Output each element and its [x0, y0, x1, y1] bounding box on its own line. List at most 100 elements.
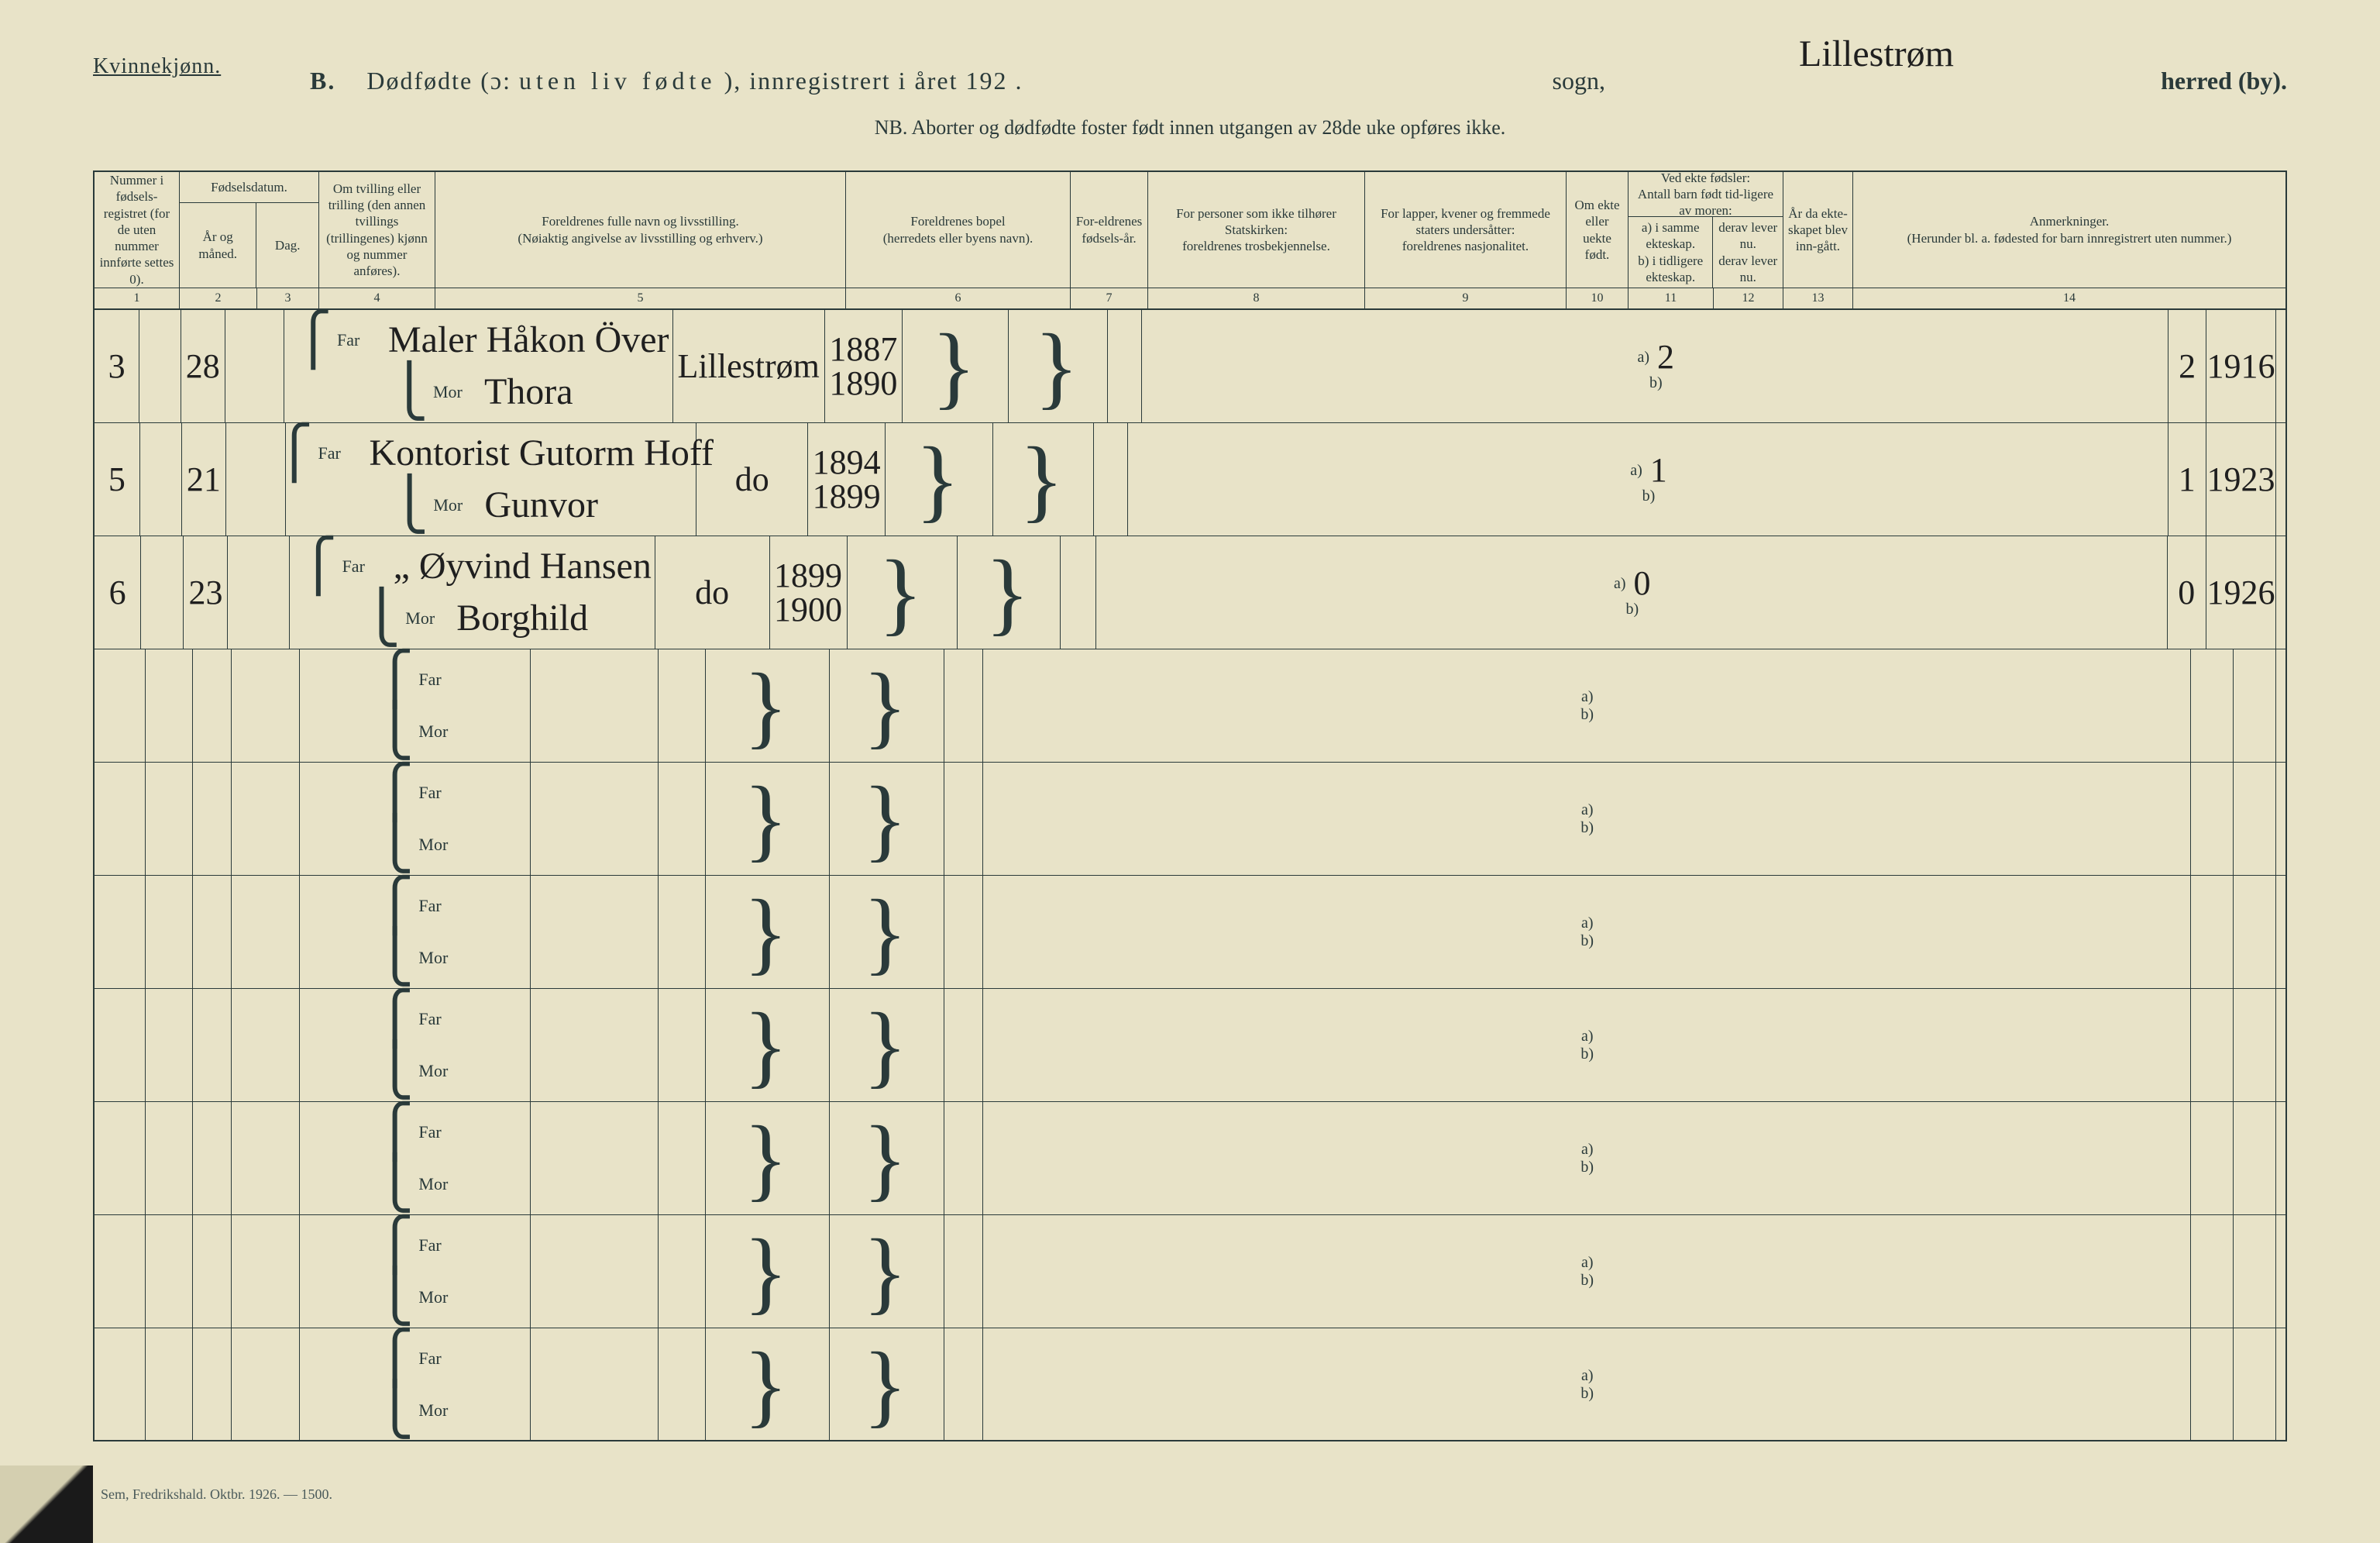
- cell-ab: a)b): [983, 1102, 2191, 1214]
- cell-tro: }: [903, 310, 1009, 422]
- cell-lever: [2191, 1102, 2234, 1214]
- cell-nummer: [95, 1215, 146, 1328]
- cell-bopel: do: [655, 536, 770, 649]
- value-day: 23: [188, 576, 222, 610]
- cell-anmerkninger: [2276, 423, 2285, 536]
- col-idx: 4: [319, 288, 435, 308]
- value-day: 28: [186, 350, 220, 384]
- cell-tro: }: [706, 1215, 830, 1328]
- page-header: Kvinnekjønn. B. Dødfødte (ɔ: uten liv fø…: [93, 46, 2287, 170]
- cell-nummer: 3: [95, 310, 139, 422]
- far-label: Far: [342, 556, 378, 577]
- cell-lever: [2191, 763, 2234, 875]
- document-page: Kvinnekjønn. B. Dødfødte (ɔ: uten liv fø…: [0, 0, 2380, 1543]
- col-header-bopel: Foreldrenes bopel (herredets eller byens…: [846, 172, 1071, 288]
- value-a-now: 2: [2179, 350, 2196, 384]
- cell-ekteskap-ar: [2234, 1102, 2276, 1214]
- cell-month: [146, 989, 193, 1101]
- cell-anmerkninger: [2276, 989, 2285, 1101]
- far-label: Far: [318, 443, 354, 463]
- a-label: a): [1581, 1254, 1594, 1272]
- table-row: ⎧Far⎩Mor}}a)b): [95, 1328, 2285, 1441]
- cell-tro: }: [706, 989, 830, 1101]
- cell-bopel: [531, 1215, 659, 1328]
- col-header-day: Dag.: [256, 203, 318, 288]
- cell-anmerkninger: [2276, 1328, 2285, 1441]
- mor-label: Mor: [418, 722, 454, 742]
- cell-fodselsar: [659, 1215, 706, 1328]
- col-idx: 8: [1148, 288, 1365, 308]
- cell-month: [146, 1215, 193, 1328]
- far-label: Far: [418, 1122, 454, 1142]
- cell-tvilling: [232, 649, 300, 762]
- value-mor: Gunvor: [484, 487, 598, 524]
- cell-anmerkninger: [2276, 763, 2285, 875]
- cell-ab: a)b): [983, 1328, 2191, 1441]
- cell-nasjonalitet: }: [1009, 310, 1108, 422]
- cell-tvilling: [232, 1328, 300, 1441]
- form-title: B. Dødfødte (ɔ: uten liv fødte ), innreg…: [310, 67, 1023, 95]
- cell-day: [193, 1102, 232, 1214]
- cell-bopel: Lillestrøm: [673, 310, 825, 422]
- cell-month: [146, 649, 193, 762]
- col-header-fodselsdatum: Fødselsdatum. År og måned. Dag.: [180, 172, 319, 288]
- value-year: 1923: [2206, 463, 2275, 497]
- column-index-row: 1 2 3 4 5 6 7 8 9 10 11 12 13 14: [95, 288, 2285, 310]
- table-row: 521⎧FarKontorist Gutorm Hoff⎩MorGunvordo…: [95, 423, 2285, 536]
- cell-day: [193, 649, 232, 762]
- cell-ab: a)b): [983, 876, 2191, 988]
- col-idx: 14: [1853, 288, 2285, 308]
- col-header-tro: For personer som ikke tilhører Statskirk…: [1148, 172, 1365, 288]
- cell-ekteskap-ar: [2234, 763, 2276, 875]
- cell-tro: }: [706, 763, 830, 875]
- cell-ekteskap-ar: 1916: [2206, 310, 2276, 422]
- far-label: Far: [337, 330, 373, 350]
- value-far-year ar: 1894: [813, 446, 881, 480]
- cell-ekte: [1094, 423, 1129, 536]
- cell-month: [146, 763, 193, 875]
- table-row: ⎧Far⎩Mor}}a)b): [95, 989, 2285, 1102]
- col-idx: 7: [1071, 288, 1148, 308]
- cell-nummer: [95, 1102, 146, 1214]
- cell-ekteskap-ar: [2234, 649, 2276, 762]
- cell-foreldre: ⎧Far⎩Mor: [300, 876, 531, 988]
- value-mor-ar: 1890: [829, 367, 897, 401]
- cell-fodselsar: [659, 1328, 706, 1441]
- b-label: b): [1580, 706, 1594, 724]
- b-label: b): [1580, 1159, 1594, 1176]
- cell-day: 21: [182, 423, 226, 536]
- cell-nummer: [95, 989, 146, 1101]
- cell-ekte: [944, 649, 983, 762]
- cell-ab: a)b): [983, 763, 2191, 875]
- col-header-foreldre: Foreldrenes fulle navn og livsstilling. …: [435, 172, 846, 288]
- cell-month: [139, 310, 181, 422]
- table-body: 328⎧FarMaler Håkon Över⎩MorThoraLillestr…: [95, 310, 2285, 1441]
- a-label: a): [1581, 1367, 1594, 1385]
- b-label: b): [1649, 374, 1663, 392]
- a-label: a): [1581, 688, 1594, 706]
- cell-day: [193, 1328, 232, 1441]
- far-label: Far: [418, 1235, 454, 1255]
- value-day: 21: [187, 463, 221, 497]
- value-nummer: 3: [108, 350, 126, 384]
- cell-nasjonalitet: }: [830, 763, 945, 875]
- cell-ekte: [944, 1102, 983, 1214]
- table-row: ⎧Far⎩Mor}}a)b): [95, 763, 2285, 876]
- b-label: b): [1625, 601, 1639, 618]
- col-header-nasjonalitet: For lapper, kvener og fremmede staters u…: [1365, 172, 1567, 288]
- cell-month: [141, 536, 184, 649]
- cell-nummer: 6: [95, 536, 141, 649]
- value-far: „ Øyvind Hansen: [394, 548, 652, 585]
- cell-tro: }: [886, 423, 993, 536]
- cell-tvilling: [228, 536, 290, 649]
- cell-nummer: [95, 876, 146, 988]
- cell-month: [146, 1102, 193, 1214]
- mor-label: Mor: [418, 835, 454, 855]
- cell-lever: [2191, 1215, 2234, 1328]
- cell-nummer: [95, 1328, 146, 1441]
- cell-ekte: [944, 989, 983, 1101]
- value-a-now: 1: [2179, 463, 2196, 497]
- col-idx: 1: [95, 288, 180, 308]
- cell-ekteskap-ar: 1923: [2206, 423, 2276, 536]
- cell-ekte: [944, 876, 983, 988]
